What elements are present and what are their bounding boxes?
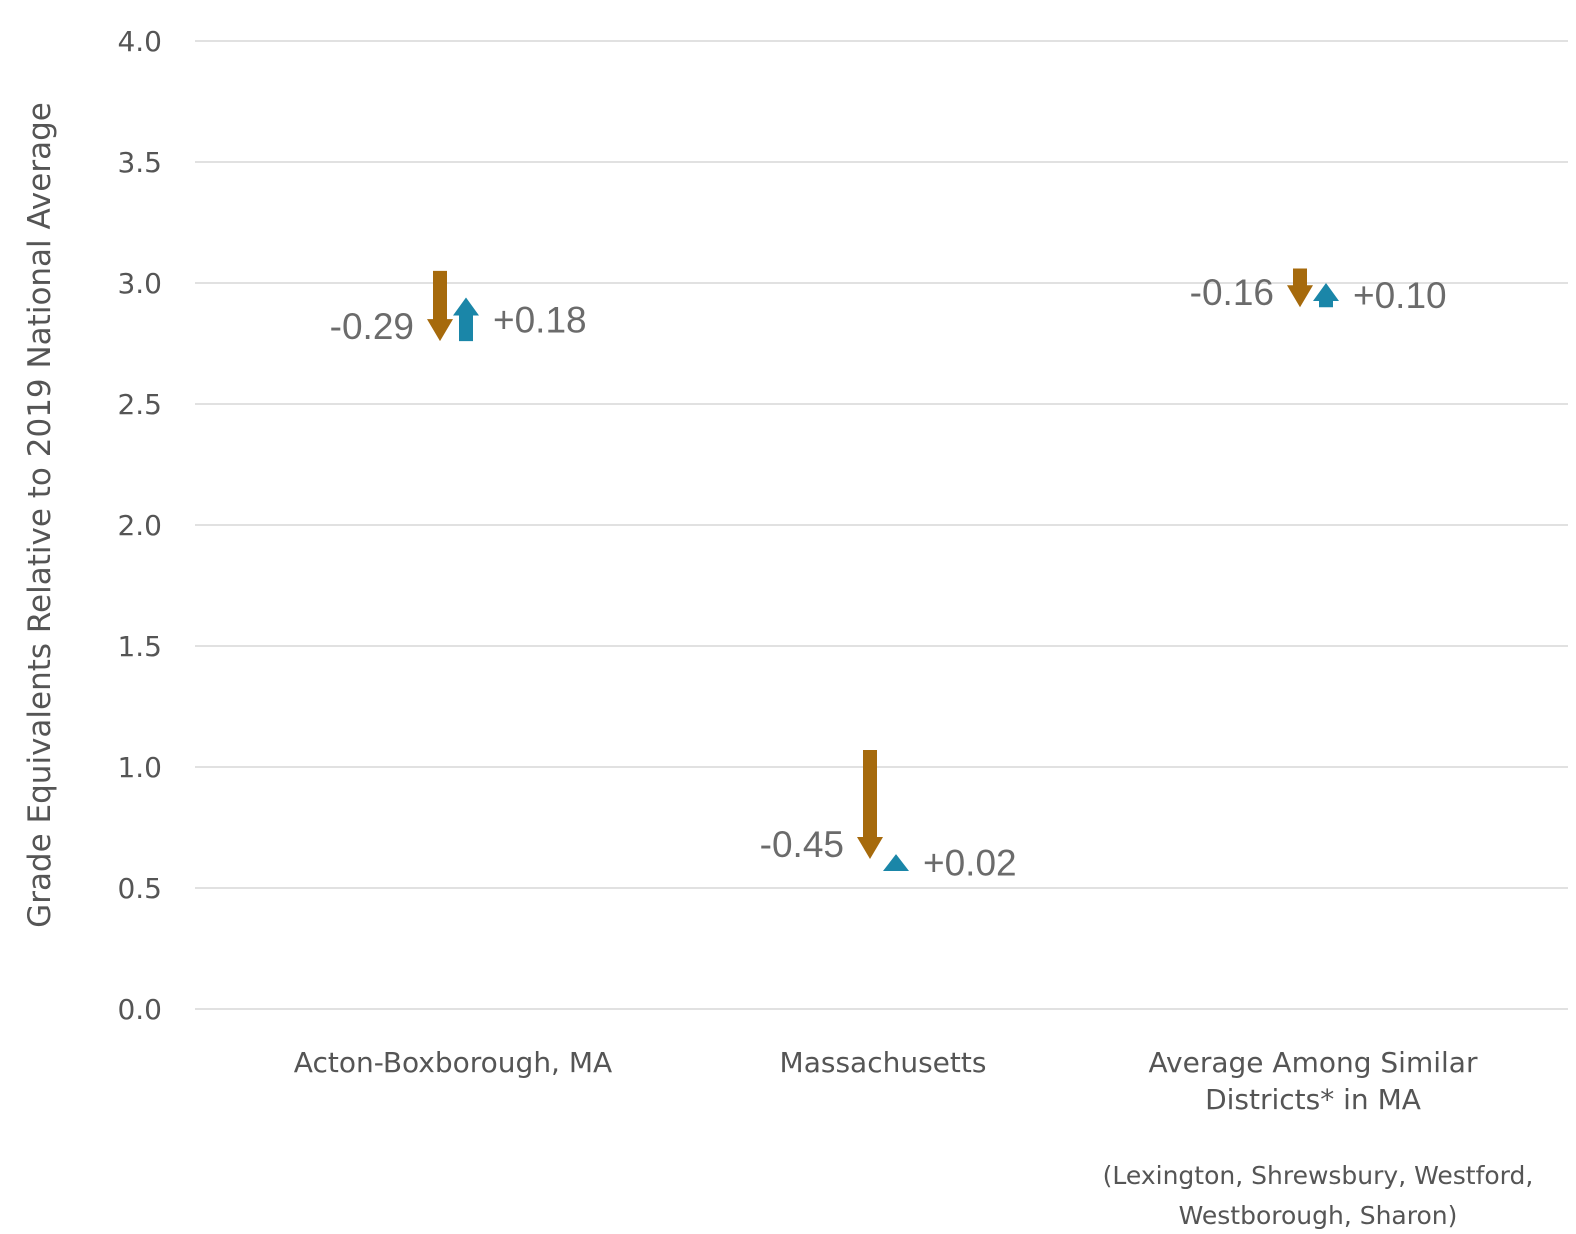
y-tick-labels: 0.0 0.5 1.0 1.5 2.0 2.5 3.0 3.5 4.0 xyxy=(117,25,162,1026)
recovery-arrow xyxy=(883,854,909,872)
grid-layer xyxy=(195,40,1568,1010)
y-tick-label: 3.5 xyxy=(117,146,162,179)
recovery-value-label: +0.02 xyxy=(923,843,1017,884)
decline-arrow-shape xyxy=(427,270,453,342)
y-axis-label: Grade Equivalents Relative to 2019 Natio… xyxy=(22,102,58,928)
y-tick-label: 4.0 xyxy=(117,25,162,58)
y-tick-label: 2.5 xyxy=(117,388,162,421)
category-label: Average Among Similar xyxy=(1149,1046,1478,1079)
decline-value-label: -0.29 xyxy=(330,306,414,347)
recovery-arrow xyxy=(453,297,479,342)
recovery-arrow-shape xyxy=(453,297,479,342)
decline-arrow-shape xyxy=(1287,268,1313,308)
decline-value-label: -0.45 xyxy=(760,824,844,865)
category-note: (Lexington, Shrewsbury, Westford, xyxy=(1103,1161,1534,1190)
recovery-arrow xyxy=(1313,283,1339,308)
y-tick-label: 2.0 xyxy=(117,509,162,542)
category-label: Acton-Boxborough, MA xyxy=(294,1046,612,1079)
decline-arrow xyxy=(857,750,883,859)
decline-arrow xyxy=(1287,268,1313,308)
recovery-arrow-shape xyxy=(1313,283,1339,308)
recovery-arrow-shape xyxy=(883,854,909,872)
y-tick-label: 0.0 xyxy=(117,993,162,1026)
decline-arrow xyxy=(427,270,453,342)
y-tick-label: 1.5 xyxy=(117,630,162,663)
decline-value-label: -0.16 xyxy=(1190,272,1274,313)
recovery-value-label: +0.10 xyxy=(1353,275,1447,316)
recovery-value-label: +0.18 xyxy=(493,299,587,340)
decline-arrow-shape xyxy=(857,750,883,859)
category-labels: Acton-Boxborough, MA Massachusetts Average… xyxy=(294,1046,1534,1230)
category-label: Massachusetts xyxy=(780,1046,987,1079)
category-label: Districts* in MA xyxy=(1205,1083,1421,1116)
y-tick-label: 1.0 xyxy=(117,751,162,784)
category-note: Westborough, Sharon) xyxy=(1179,1201,1458,1230)
arrow-marks: -0.29 +0.18 -0.45 +0.02 -0.16 +0.10 xyxy=(330,268,1447,884)
y-tick-label: 3.0 xyxy=(117,267,162,300)
y-tick-label: 0.5 xyxy=(117,872,162,905)
